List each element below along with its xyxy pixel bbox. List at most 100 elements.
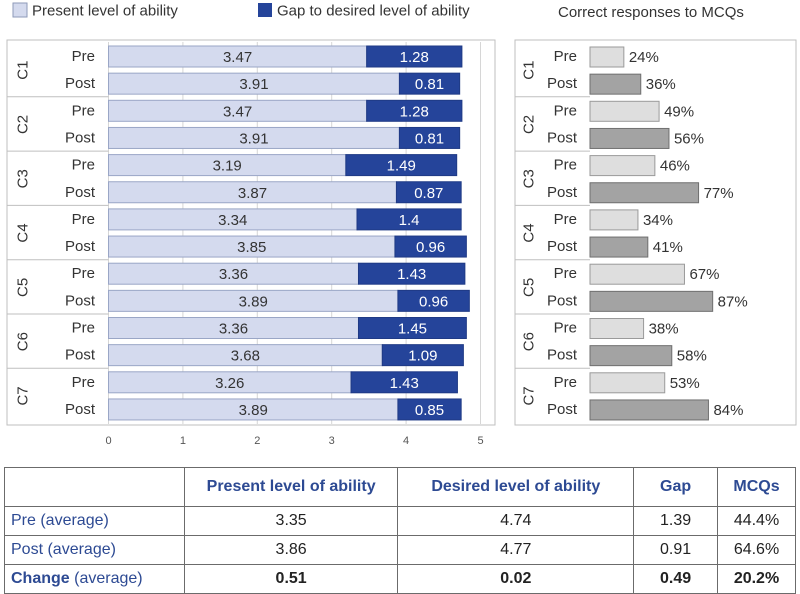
ability-row-label: Pre bbox=[72, 102, 95, 119]
gap-value-label: 1.43 bbox=[390, 375, 419, 392]
gap-value-label: 1.09 bbox=[408, 348, 437, 365]
ability-group-label: C3 bbox=[15, 169, 32, 188]
ability-chart-frame bbox=[6, 39, 496, 426]
table-header-gap: Gap bbox=[633, 467, 719, 507]
gap-value-label: 1.45 bbox=[398, 321, 427, 338]
legend-label-gap: Gap to desired level of ability bbox=[277, 3, 470, 20]
gap-bar bbox=[350, 371, 458, 394]
table-header-empty bbox=[4, 467, 185, 507]
change-label-rest: (average) bbox=[69, 570, 143, 587]
cell-present: 0.51 bbox=[183, 564, 399, 594]
gap-value-label: 0.81 bbox=[415, 76, 444, 93]
table-header-desired: Desired level of ability bbox=[397, 467, 635, 507]
cell-gap: 1.39 bbox=[633, 506, 719, 536]
ability-x-tick-label: 2 bbox=[254, 435, 260, 447]
gap-bar bbox=[357, 262, 466, 285]
row-label: Change (average) bbox=[4, 564, 185, 594]
cell-present: 3.35 bbox=[183, 506, 399, 536]
present-value-label: 3.91 bbox=[239, 130, 268, 147]
ability-row-label: Post bbox=[65, 238, 96, 255]
present-value-label: 3.36 bbox=[219, 321, 248, 338]
table-row-pre: Pre (average) 3.35 4.74 1.39 44.4% bbox=[4, 506, 796, 536]
present-value-label: 3.26 bbox=[215, 375, 244, 392]
gap-bar bbox=[381, 344, 464, 367]
gap-bar bbox=[345, 154, 458, 177]
ability-row-label: Post bbox=[65, 347, 96, 364]
ability-group-label: C2 bbox=[15, 115, 32, 134]
ability-row-label: Pre bbox=[72, 265, 95, 282]
ability-group-label: C4 bbox=[15, 223, 32, 242]
present-value-label: 3.19 bbox=[213, 158, 242, 175]
gap-bar bbox=[398, 72, 461, 95]
gap-value-label: 0.85 bbox=[415, 402, 444, 419]
present-value-label: 3.89 bbox=[239, 402, 268, 419]
gap-value-label: 1.28 bbox=[400, 49, 429, 66]
cell-desired: 0.02 bbox=[397, 564, 635, 594]
row-label: Post (average) bbox=[4, 535, 185, 565]
present-value-label: 3.91 bbox=[239, 76, 268, 93]
ability-row-label: Post bbox=[65, 401, 96, 418]
gap-value-label: 0.81 bbox=[415, 130, 444, 147]
ability-row-label: Post bbox=[65, 184, 96, 201]
present-value-label: 3.36 bbox=[219, 266, 248, 283]
gap-value-label: 1.28 bbox=[400, 103, 429, 120]
legend-swatch-gap bbox=[258, 3, 272, 17]
gap-bar bbox=[356, 208, 462, 231]
ability-row-label: Post bbox=[65, 129, 96, 146]
gap-bar bbox=[366, 99, 463, 122]
gap-value-label: 1.4 bbox=[399, 212, 420, 229]
gap-bar bbox=[395, 181, 462, 204]
ability-group-label: C6 bbox=[15, 332, 32, 351]
table-row-change: Change (average) 0.51 0.02 0.49 20.2% bbox=[4, 564, 796, 594]
gap-bar bbox=[398, 126, 461, 149]
cell-mcqs: 44.4% bbox=[717, 506, 796, 536]
gap-value-label: 1.43 bbox=[397, 266, 426, 283]
table-header-present: Present level of ability bbox=[183, 467, 399, 507]
ability-row-label: Pre bbox=[72, 374, 95, 391]
present-value-label: 3.47 bbox=[223, 49, 252, 66]
ability-x-tick-label: 1 bbox=[180, 435, 186, 447]
cell-mcqs: 20.2% bbox=[717, 564, 796, 594]
gap-bar bbox=[397, 289, 470, 312]
cell-gap: 0.91 bbox=[633, 535, 719, 565]
ability-row-label: Post bbox=[65, 292, 96, 309]
ability-group-label: C5 bbox=[15, 278, 32, 297]
gap-value-label: 0.96 bbox=[419, 293, 448, 310]
cell-mcqs: 64.6% bbox=[717, 535, 796, 565]
cell-present: 3.86 bbox=[183, 535, 399, 565]
present-value-label: 3.68 bbox=[231, 348, 260, 365]
cell-desired: 4.77 bbox=[397, 535, 635, 565]
ability-row-label: Post bbox=[65, 75, 96, 92]
ability-x-tick-label: 5 bbox=[477, 435, 483, 447]
gap-bar bbox=[366, 45, 463, 68]
change-label-bold: Change bbox=[11, 570, 70, 587]
cell-gap: 0.49 bbox=[633, 564, 719, 594]
ability-row-label: Pre bbox=[72, 320, 95, 337]
ability-chart: Present level of ability Gap to desired l… bbox=[6, 2, 496, 447]
ability-x-tick-label: 0 bbox=[105, 435, 111, 447]
ability-row-label: Pre bbox=[72, 157, 95, 174]
results-table: Present level of ability Desired level o… bbox=[4, 467, 796, 594]
ability-row-label: Pre bbox=[72, 48, 95, 65]
present-value-label: 3.89 bbox=[239, 293, 268, 310]
present-value-label: 3.85 bbox=[237, 239, 266, 256]
table-header-row: Present level of ability Desired level o… bbox=[4, 467, 796, 507]
row-label: Pre (average) bbox=[4, 506, 185, 536]
cell-desired: 4.74 bbox=[397, 506, 635, 536]
legend-swatch-present bbox=[12, 2, 28, 18]
gap-bar bbox=[397, 398, 462, 421]
present-value-label: 3.47 bbox=[223, 103, 252, 120]
legend-label-present: Present level of ability bbox=[32, 3, 178, 20]
present-value-label: 3.34 bbox=[218, 212, 247, 229]
present-value-label: 3.87 bbox=[238, 185, 267, 202]
ability-x-tick-label: 3 bbox=[329, 435, 335, 447]
ability-x-tick-label: 4 bbox=[403, 435, 409, 447]
gap-bar bbox=[394, 235, 467, 258]
ability-group-label: C1 bbox=[15, 61, 32, 80]
gap-value-label: 0.96 bbox=[416, 239, 445, 256]
table-row-post: Post (average) 3.86 4.77 0.91 64.6% bbox=[4, 535, 796, 565]
table-header-mcqs: MCQs bbox=[717, 467, 796, 507]
gap-value-label: 1.49 bbox=[387, 158, 416, 175]
gap-bar bbox=[357, 317, 467, 339]
ability-row-label: Pre bbox=[72, 211, 95, 228]
